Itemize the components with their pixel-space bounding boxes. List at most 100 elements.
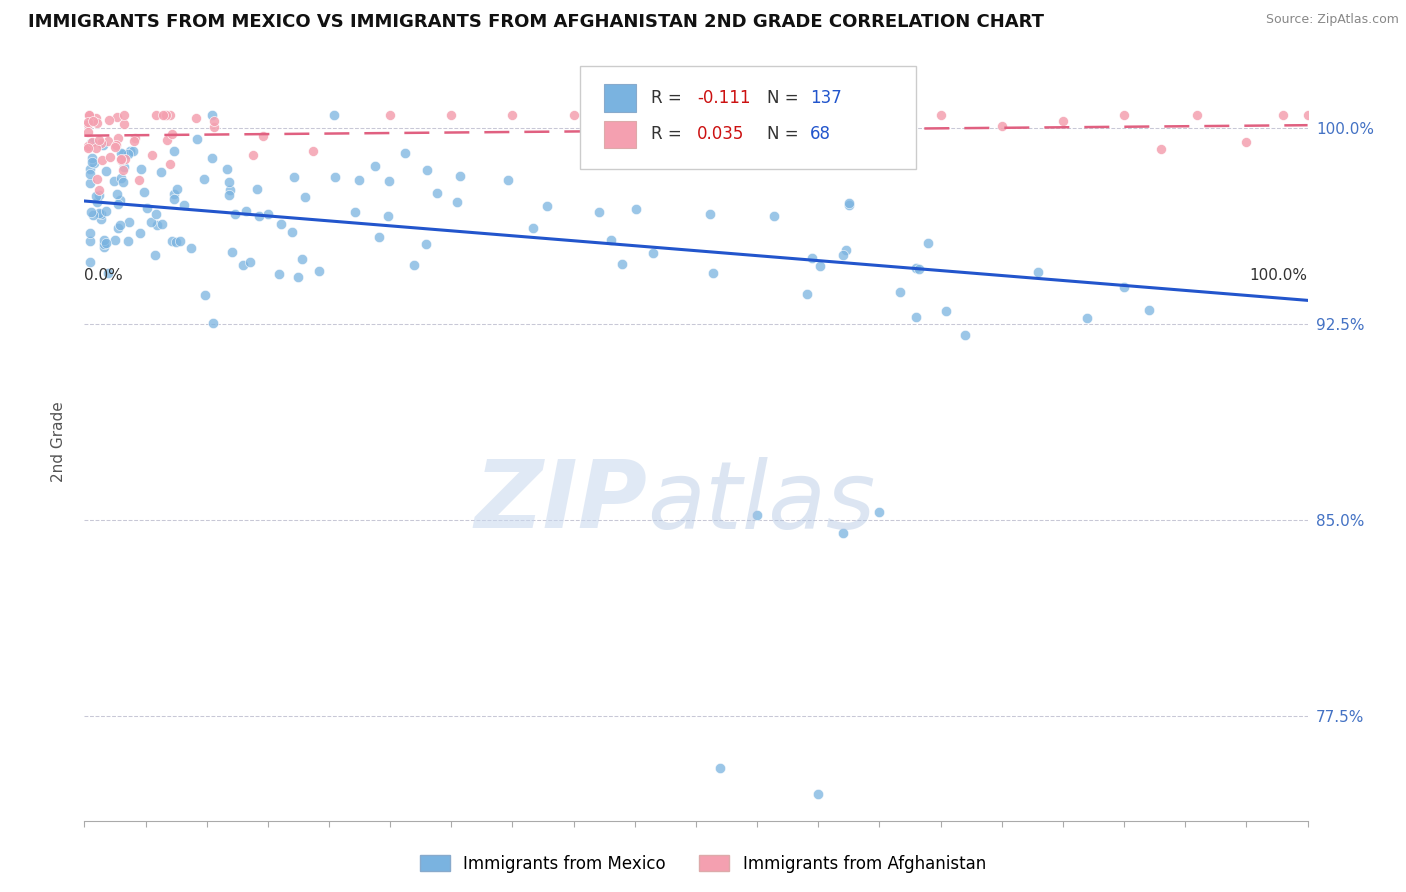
Text: N =: N = <box>766 89 804 107</box>
Point <box>180 241 202 255</box>
Point <box>77 108 100 122</box>
Point <box>93 233 115 247</box>
Point <box>394 146 416 161</box>
Text: atlas: atlas <box>647 457 876 548</box>
Point <box>377 174 399 188</box>
Text: N =: N = <box>766 126 804 144</box>
Point <box>929 108 952 122</box>
Point <box>163 186 186 201</box>
Point <box>1187 108 1209 122</box>
Point <box>89 133 111 147</box>
Point <box>84 112 107 126</box>
Point <box>267 267 290 281</box>
Point <box>194 288 217 302</box>
Point <box>831 526 853 541</box>
Point <box>79 176 101 190</box>
Point <box>807 113 830 128</box>
Point <box>917 236 939 251</box>
Point <box>128 173 150 187</box>
Point <box>624 202 647 217</box>
Point <box>108 193 131 207</box>
Point <box>522 220 544 235</box>
Point <box>159 108 181 122</box>
Point <box>143 248 166 262</box>
Point <box>86 172 108 186</box>
Point <box>426 186 449 201</box>
Point <box>128 226 150 240</box>
Point <box>80 204 103 219</box>
Point <box>709 761 731 775</box>
Point <box>270 217 292 231</box>
Point <box>322 108 344 122</box>
Point <box>105 111 128 125</box>
Point <box>79 162 101 177</box>
Text: 0.035: 0.035 <box>697 126 745 144</box>
Point <box>77 139 100 153</box>
Point <box>162 127 184 141</box>
Point <box>498 173 520 187</box>
Point <box>404 258 426 272</box>
Point <box>1114 280 1136 294</box>
Point <box>762 209 785 223</box>
Point <box>83 156 105 170</box>
Point <box>201 151 224 165</box>
Point <box>90 136 112 151</box>
Point <box>145 206 167 220</box>
Point <box>117 234 139 248</box>
Point <box>89 187 111 202</box>
Point <box>562 108 585 122</box>
Point <box>166 181 188 195</box>
Point <box>1296 108 1319 122</box>
Point <box>246 182 269 196</box>
Point <box>224 206 246 220</box>
Point <box>308 264 330 278</box>
Point <box>112 108 135 122</box>
Point <box>612 257 634 271</box>
Point <box>77 141 100 155</box>
Point <box>838 198 860 212</box>
Point <box>145 108 167 122</box>
Text: Source: ZipAtlas.com: Source: ZipAtlas.com <box>1265 13 1399 27</box>
Point <box>150 217 173 231</box>
Point <box>536 199 558 213</box>
Point <box>86 189 108 203</box>
Point <box>186 132 208 146</box>
Point <box>135 201 157 215</box>
Point <box>446 194 468 209</box>
Point <box>159 157 181 171</box>
Point <box>201 108 224 122</box>
Point <box>107 196 129 211</box>
Point <box>869 108 891 122</box>
Point <box>77 125 100 139</box>
Point <box>218 175 240 189</box>
Point <box>202 113 225 128</box>
Point <box>747 508 769 522</box>
Point <box>124 131 146 145</box>
Point <box>149 165 172 179</box>
Point <box>869 505 891 519</box>
Point <box>294 190 316 204</box>
Point <box>252 129 274 144</box>
Point <box>111 147 134 161</box>
Point <box>502 108 524 122</box>
Point <box>202 316 225 330</box>
Point <box>889 285 911 300</box>
Text: 100.0%: 100.0% <box>1250 268 1308 283</box>
Point <box>79 254 101 268</box>
Point <box>908 261 931 276</box>
Point <box>77 117 100 131</box>
Point <box>838 196 860 211</box>
Point <box>1150 142 1173 156</box>
Point <box>79 226 101 240</box>
Point <box>347 172 370 186</box>
Point <box>82 208 104 222</box>
Point <box>600 233 623 247</box>
Point <box>215 161 238 176</box>
Point <box>808 259 831 273</box>
Y-axis label: 2nd Grade: 2nd Grade <box>51 401 66 482</box>
Point <box>80 136 103 150</box>
Point <box>247 209 270 223</box>
Point <box>641 246 664 260</box>
Point <box>242 148 264 162</box>
Point <box>834 243 856 257</box>
